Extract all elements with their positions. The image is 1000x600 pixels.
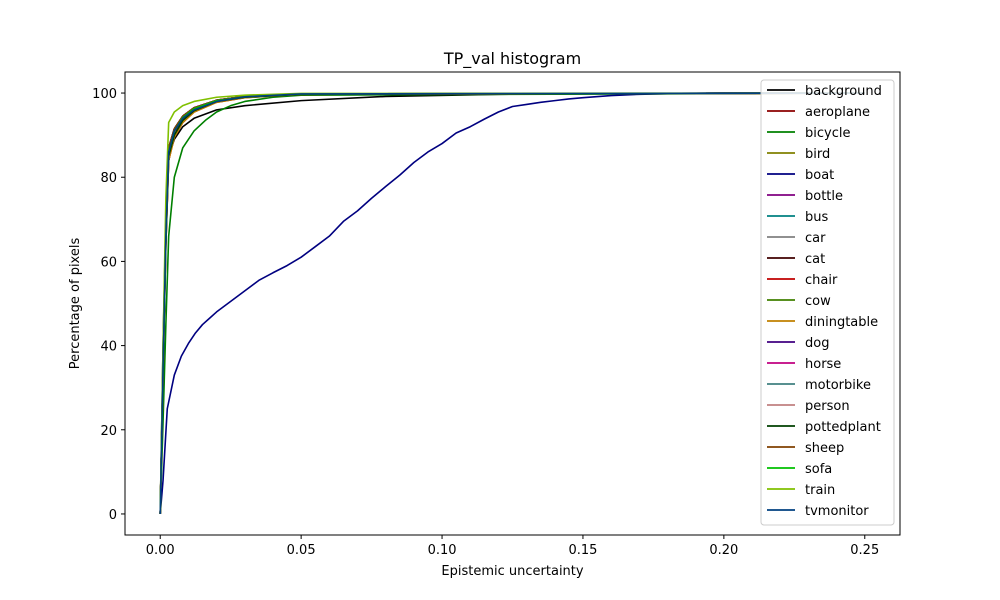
legend-label-boat: boat: [805, 168, 834, 183]
y-axis-label: Percentage of pixels: [68, 238, 83, 370]
legend-label-aeroplane: aeroplane: [805, 105, 870, 120]
legend-label-horse: horse: [805, 357, 841, 372]
y-tick-label: 40: [100, 340, 117, 355]
legend-label-bottle: bottle: [805, 189, 843, 204]
legend-label-cow: cow: [805, 294, 831, 309]
x-tick-label: 0.10: [428, 543, 457, 558]
series-line-bicycle: [159, 92, 865, 514]
legend: background aeroplane bicycle bird boat bottle…: [760, 79, 895, 526]
series-line-tvmonitor: [159, 92, 865, 514]
legend-label-dog: dog: [805, 336, 829, 351]
legend-label-chair: chair: [805, 273, 838, 288]
y-tick-label: 0: [109, 508, 117, 523]
y-tick-label: 100: [92, 87, 117, 102]
x-tick-label: 0.15: [568, 543, 597, 558]
plot-frame: [124, 71, 901, 536]
series-layer: [159, 92, 865, 515]
y-tick-label: 20: [100, 424, 117, 439]
chart-title: TP_val histogram: [443, 49, 581, 69]
legend-label-bicycle: bicycle: [805, 126, 850, 141]
legend-label-train: train: [805, 483, 835, 498]
legend-label-person: person: [805, 399, 850, 414]
legend-label-bus: bus: [805, 210, 828, 225]
x-tick-label: 0.25: [850, 543, 879, 558]
legend-label-motorbike: motorbike: [805, 378, 871, 393]
x-tick-label: 0.20: [709, 543, 738, 558]
legend-label-sofa: sofa: [805, 462, 832, 477]
legend-label-bird: bird: [805, 147, 830, 162]
x-tick-label: 0.00: [146, 543, 175, 558]
legend-label-tvmonitor: tvmonitor: [805, 504, 869, 519]
series-line-boat: [159, 92, 865, 515]
x-axis: 0.00 0.05 0.10 0.15 0.20 0.25: [146, 535, 879, 558]
legend-label-pottedplant: pottedplant: [805, 420, 881, 435]
y-tick-label: 80: [100, 171, 117, 186]
legend-label-car: car: [805, 231, 826, 246]
x-axis-label: Epistemic uncertainty: [441, 564, 583, 579]
legend-label-diningtable: diningtable: [805, 315, 878, 330]
y-axis: 0 20 40 60 80 100: [92, 87, 125, 523]
legend-label-background: background: [805, 84, 882, 99]
y-tick-label: 60: [100, 255, 117, 270]
legend-label-cat: cat: [805, 252, 825, 267]
x-tick-label: 0.05: [287, 543, 316, 558]
legend-label-sheep: sheep: [805, 441, 844, 456]
legend-box: [760, 79, 895, 526]
